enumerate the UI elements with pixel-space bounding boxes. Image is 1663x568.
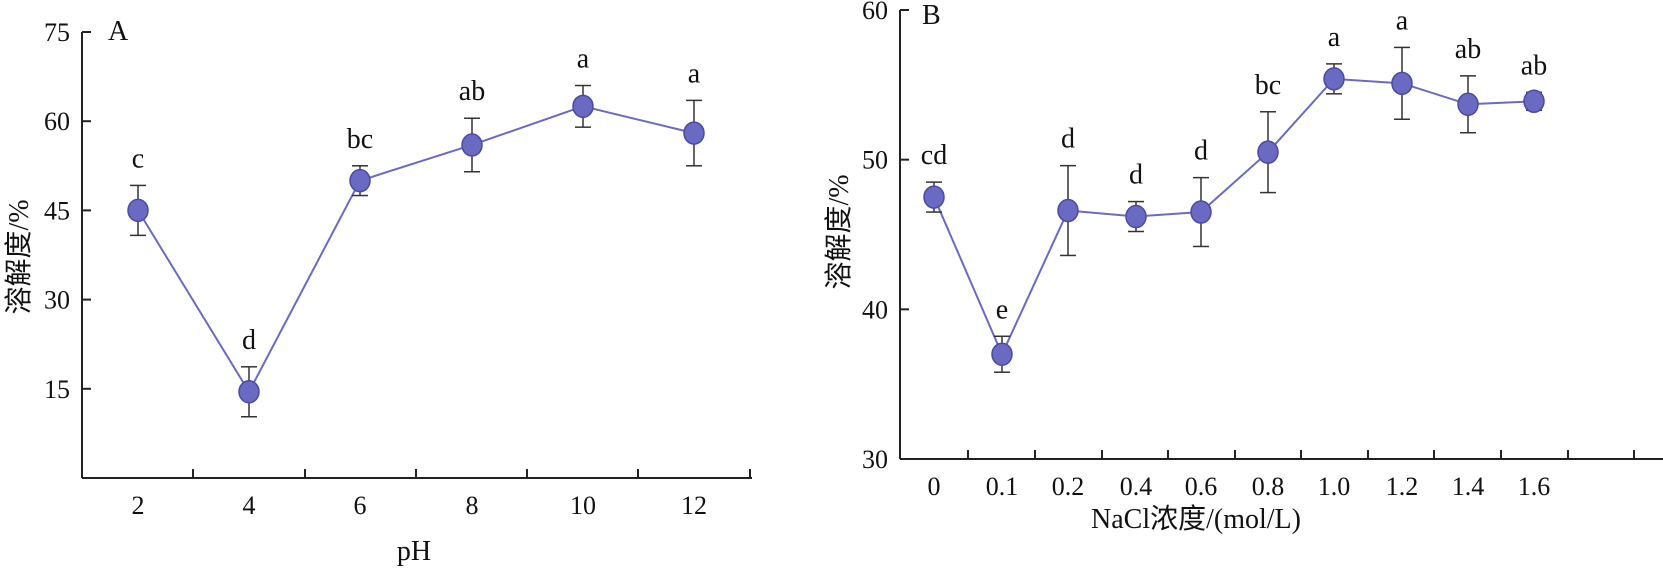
panel-b-x-tick-label: 1.6 xyxy=(1518,472,1551,501)
panel-b-data-point xyxy=(923,185,945,209)
panel-b-data-point xyxy=(1391,71,1413,96)
panel-b-significance-label: e xyxy=(996,294,1008,325)
panel-b-data-point xyxy=(1323,67,1345,91)
panel-a-x-tick-label: 4 xyxy=(243,491,256,520)
panel-a-x-tick-label: 2 xyxy=(132,491,145,520)
panel-b-x-tick-label: 1.2 xyxy=(1386,472,1419,501)
panel-a-x-tick-label: 6 xyxy=(354,491,367,520)
panel-b-y-tick-label: 30 xyxy=(862,445,888,474)
panel-b-y-tick-label: 50 xyxy=(862,146,888,175)
panel-a-series: c d bc ab a a xyxy=(127,44,705,418)
panel-b-y-axis-title: 溶解度/% xyxy=(823,174,855,289)
panel-b-significance-label: d xyxy=(1194,136,1208,167)
panel-a-y-tick-label: 45 xyxy=(44,196,70,225)
panel-a-y-tick-label: 75 xyxy=(44,18,70,47)
panel-b-x-tick-label: 0.8 xyxy=(1252,472,1285,501)
panel-a-y-tick-label: 60 xyxy=(44,107,70,136)
panel-b-x-axis-title: NaCl浓度/(mol/L) xyxy=(1091,503,1301,535)
panel-b-data-point xyxy=(1457,92,1479,117)
panel-b-significance-label: ab xyxy=(1455,34,1481,65)
panel-a-y-axis-title: 溶解度/% xyxy=(3,199,35,314)
panel-a-label: A xyxy=(108,16,129,47)
panel-b-y-ticks: 30 40 50 60 xyxy=(862,0,909,474)
panel-a-significance-label: c xyxy=(132,143,144,174)
panel-b-data-point xyxy=(991,342,1013,366)
panel-a-x-tick-label: 12 xyxy=(681,491,707,520)
panel-a-y-tick-label: 15 xyxy=(44,375,70,404)
panel-b-x-tick-label: 0.2 xyxy=(1052,472,1085,501)
panel-b-x-tick-label: 0.1 xyxy=(986,472,1019,501)
panel-b-x-tick-label: 1.0 xyxy=(1318,472,1351,501)
panel-b-y-tick-label: 40 xyxy=(862,295,888,324)
panel-a-series-line xyxy=(137,105,695,394)
panel-a-significance-label: ab xyxy=(459,76,485,107)
panel-a-significance-label: a xyxy=(577,44,590,75)
panel-a: A pH 溶解度/% 15 30 45 60 75 2 4 6 8 10 12 c d bc ab a a xyxy=(3,16,752,567)
panel-a-y-ticks: 15 30 45 60 75 xyxy=(44,18,91,404)
panel-b-significance-label: d xyxy=(1061,124,1075,155)
panel-b-data-point xyxy=(1523,89,1545,114)
panel-a-y-tick-label: 30 xyxy=(44,286,70,315)
panel-b-x-ticks: 0 0.1 0.2 0.4 0.6 0.8 1.0 1.2 1.4 1.6 xyxy=(928,450,1635,501)
panel-a-significance-label: a xyxy=(688,58,701,89)
panel-a-data-point xyxy=(127,198,149,223)
panel-b-y-tick-label: 60 xyxy=(862,0,888,25)
panel-a-data-point xyxy=(572,94,594,119)
panel-a-x-tick-label: 10 xyxy=(570,491,596,520)
panel-b-significance-label: bc xyxy=(1255,70,1281,101)
panel-b-data-point xyxy=(1257,140,1279,164)
panel-a-significance-label: d xyxy=(242,325,256,356)
panel-a-x-axis-title: pH xyxy=(397,536,431,567)
panel-a-data-point xyxy=(461,133,483,157)
panel-b-x-tick-label: 0.4 xyxy=(1120,472,1153,501)
panel-b-data-point xyxy=(1125,204,1147,229)
panel-a-data-point xyxy=(238,380,260,404)
panel-b-x-tick-label: 1.4 xyxy=(1452,472,1485,501)
panel-a-x-tick-label: 8 xyxy=(466,491,479,520)
panel-b-significance-label: ab xyxy=(1521,50,1547,81)
panel-b-data-point xyxy=(1057,198,1079,223)
panel-a-x-ticks: 2 4 6 8 10 12 xyxy=(132,469,751,520)
panel-b-significance-label: cd xyxy=(921,140,947,171)
panel-b-x-tick-label: 0 xyxy=(928,472,941,501)
panel-a-data-point xyxy=(683,121,705,145)
panel-b-significance-label: d xyxy=(1129,160,1143,191)
panel-b-series-line xyxy=(933,77,1535,357)
panel-b-significance-label: a xyxy=(1396,5,1409,36)
panel-b-data-point xyxy=(1190,200,1212,224)
panel-a-significance-label: bc xyxy=(347,124,373,155)
panel-b-significance-label: a xyxy=(1328,22,1341,53)
panel-b-label: B xyxy=(922,0,941,31)
panel-b-x-tick-label: 0.6 xyxy=(1185,472,1218,501)
panel-b-series: cd e d d d bc a a ab ab xyxy=(921,5,1547,373)
panel-a-data-point xyxy=(349,168,371,193)
